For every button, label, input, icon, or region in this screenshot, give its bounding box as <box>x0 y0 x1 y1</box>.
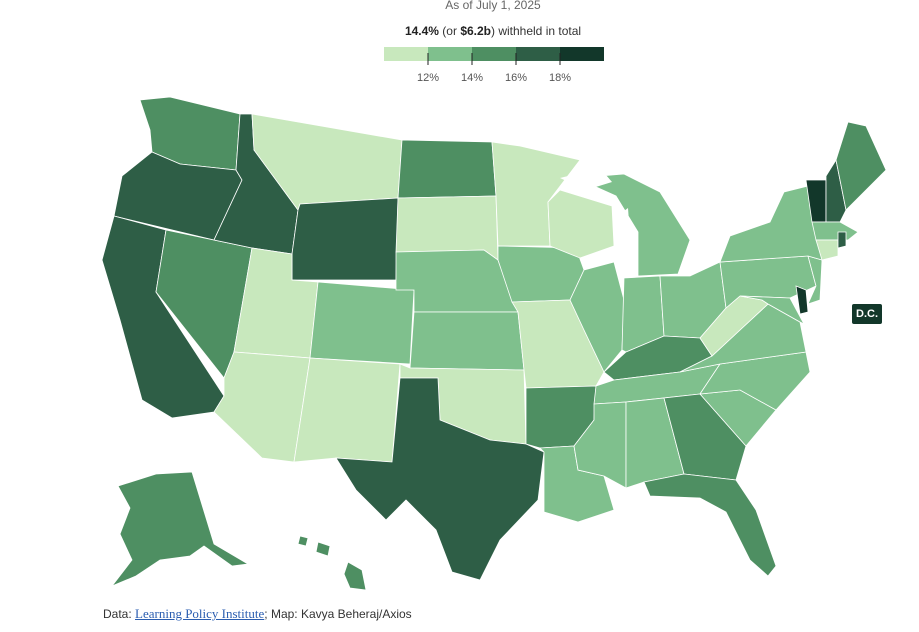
source-prefix: Data: <box>103 607 136 621</box>
state-ME[interactable] <box>835 121 887 211</box>
headline-percent: 14.4% <box>404 24 439 38</box>
us-map <box>101 96 887 591</box>
map-subtitle: As of July 1, 2025 <box>445 0 541 12</box>
state-IL[interactable] <box>569 261 625 373</box>
state-AZ[interactable] <box>213 351 311 463</box>
state-GA[interactable] <box>663 393 747 481</box>
dc-label: D.C. <box>852 304 882 324</box>
legend-swatch-2 <box>428 47 472 61</box>
state-WI[interactable] <box>547 189 615 259</box>
state-NM[interactable] <box>293 357 401 463</box>
great-lakes <box>560 168 632 270</box>
source-note: Data: Learning Policy Institute; Map: Ka… <box>103 606 412 622</box>
legend-swatch-4 <box>516 47 560 61</box>
state-DE[interactable] <box>795 285 809 315</box>
headline-tail: ) withheld in total <box>491 24 582 38</box>
legend-label-12: 12% <box>417 72 439 84</box>
map-headline: 14.4% (or $6.2b) withheld in total <box>0 24 919 38</box>
state-KS[interactable] <box>409 311 525 371</box>
legend-swatch-1 <box>384 47 428 61</box>
color-legend: 12% 14% 16% 18% <box>384 47 604 84</box>
legend-label-18: 18% <box>549 72 571 84</box>
state-CO[interactable] <box>309 281 415 365</box>
source-link[interactable]: Learning Policy Institute <box>135 606 265 621</box>
state-FL[interactable] <box>643 473 777 577</box>
state-RI[interactable] <box>837 231 847 249</box>
state-MI[interactable] <box>574 173 691 277</box>
legend-swatch-5 <box>560 47 604 61</box>
state-MA[interactable] <box>811 221 859 241</box>
state-TX[interactable] <box>335 377 545 581</box>
state-CT[interactable] <box>815 239 839 261</box>
state-WY[interactable] <box>291 197 399 281</box>
state-ND[interactable] <box>397 139 497 199</box>
state-MD[interactable] <box>739 295 805 325</box>
legend-label-16: 16% <box>505 72 527 84</box>
source-suffix: ; Map: Kavya Beheraj/Axios <box>264 607 412 621</box>
headline-mid: (or <box>438 24 461 38</box>
state-NY[interactable] <box>719 185 823 263</box>
state-HI[interactable] <box>297 535 367 591</box>
state-NH[interactable] <box>825 158 847 223</box>
legend-swatch-3 <box>472 47 516 61</box>
legend-label-14: 14% <box>461 72 483 84</box>
state-AK[interactable] <box>110 471 250 587</box>
headline-amount: $6.2b <box>460 24 491 38</box>
